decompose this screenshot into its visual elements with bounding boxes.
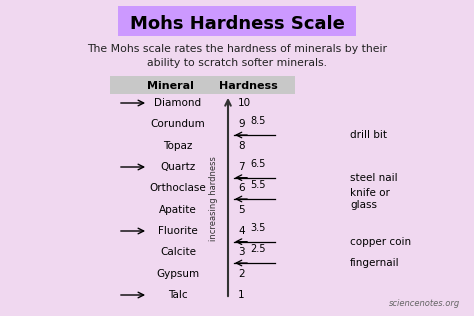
Text: Fluorite: Fluorite <box>158 226 198 236</box>
Bar <box>118 6 356 36</box>
Text: Corundum: Corundum <box>151 119 205 129</box>
Text: Talc: Talc <box>168 290 188 300</box>
Text: 9: 9 <box>238 119 245 129</box>
Text: copper coin: copper coin <box>350 237 411 247</box>
Text: Gypsum: Gypsum <box>156 269 200 279</box>
Text: Quartz: Quartz <box>160 162 196 172</box>
Text: 5.5: 5.5 <box>250 180 266 190</box>
Text: 7: 7 <box>238 162 245 172</box>
Text: fingernail: fingernail <box>350 258 400 268</box>
Text: 6.5: 6.5 <box>250 159 266 169</box>
Bar <box>110 76 295 94</box>
Text: sciencenotes.org: sciencenotes.org <box>389 299 460 308</box>
Text: The Mohs scale rates the hardness of minerals by their
ability to scratch softer: The Mohs scale rates the hardness of min… <box>87 44 387 68</box>
Text: 2: 2 <box>238 269 245 279</box>
Text: increasing hardness: increasing hardness <box>210 156 219 241</box>
Text: 4: 4 <box>238 226 245 236</box>
Text: 2.5: 2.5 <box>250 244 266 254</box>
Text: 3: 3 <box>238 247 245 257</box>
Text: Mineral: Mineral <box>146 81 193 91</box>
Text: 10: 10 <box>238 98 251 108</box>
Text: Calcite: Calcite <box>160 247 196 257</box>
Text: 5: 5 <box>238 205 245 215</box>
Text: knife or
glass: knife or glass <box>350 188 390 210</box>
Text: Orthoclase: Orthoclase <box>150 183 206 193</box>
Text: 8: 8 <box>238 141 245 151</box>
Text: drill bit: drill bit <box>350 130 387 140</box>
Text: steel nail: steel nail <box>350 173 398 183</box>
Text: Mohs Hardness Scale: Mohs Hardness Scale <box>129 15 345 33</box>
Text: 6: 6 <box>238 183 245 193</box>
Text: 8.5: 8.5 <box>250 116 266 126</box>
Text: 3.5: 3.5 <box>250 223 266 233</box>
Text: 1: 1 <box>238 290 245 300</box>
Text: Topaz: Topaz <box>164 141 193 151</box>
Text: Hardness: Hardness <box>219 81 277 91</box>
Text: Diamond: Diamond <box>155 98 201 108</box>
Text: Apatite: Apatite <box>159 205 197 215</box>
